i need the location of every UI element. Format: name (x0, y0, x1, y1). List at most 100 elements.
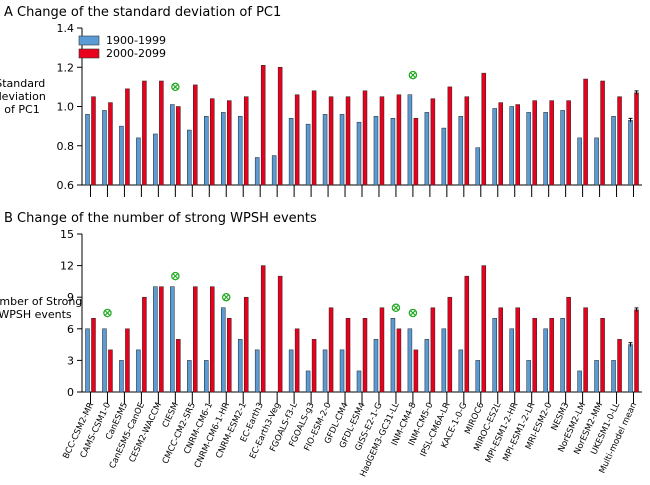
panel-b-y-tick-label: 3 (67, 354, 74, 367)
panel-a-ylabel-line3: of PC1 (4, 103, 39, 116)
bar-b-1900-1999-noresm2-mm (594, 360, 599, 393)
bar-b-1900-1999-cams-csm1-0 (102, 328, 107, 393)
legend-label-1900-1999: 1900-1999 (106, 34, 166, 47)
bar-a-1900-1999-bcc-csm2-mr (85, 114, 90, 186)
panel-a-y-tick-label: 1.4 (57, 22, 75, 35)
bar-a-1900-1999-noresm2-lm (577, 137, 582, 186)
bar-b-2000-2099-mpi-esm1-2-hr (515, 307, 520, 393)
panel-b-y-tick-label: 15 (60, 228, 74, 241)
bar-a-1900-1999-canesm5-canoe (136, 137, 141, 186)
legend-label-2000-2099: 2000-2099 (106, 47, 166, 60)
bar-a-2000-2099-kace-1-0-g (464, 96, 470, 186)
marker-cross (172, 84, 178, 90)
bar-b-1900-1999-ciesm (170, 286, 175, 393)
bar-b-2000-2099-mpi-esm1-2-lr (532, 318, 537, 393)
bar-a-1900-1999-cesm2-waccm (153, 133, 158, 186)
marker-cross (104, 310, 111, 316)
panel-a-y-tick-label: 1.2 (57, 61, 75, 74)
bar-a-1900-1999-cnrm-cm6-1 (204, 116, 209, 186)
bar-b-1900-1999-inm-cm5-0 (424, 339, 430, 393)
bar-a-1900-1999-ciesm (170, 104, 175, 186)
panel-a-title: A Change of the standard deviation of PC… (4, 5, 281, 20)
bar-b-2000-2099-inm-cm5-0 (430, 307, 436, 393)
bar-a-2000-2099-ec-earth3 (260, 65, 266, 186)
bar-a-2000-2099-ec-earth3-veg (277, 67, 283, 186)
bar-b-2000-2099-ukesm1-0-ll (617, 339, 622, 393)
panel-a-ylabel-line2: deviation (0, 90, 46, 103)
marker-icon-b-hadgem3-gc31-ll (391, 303, 401, 312)
bar-a-2000-2099-cnrm-cm6-1 (210, 98, 215, 186)
bar-b-1900-1999-cnrm-cm6-1 (204, 360, 209, 393)
marker-circle (391, 303, 401, 312)
bar-b-1900-1999-canesm5-canoe (136, 349, 141, 393)
bar-b-1900-1999-cnrm-cm6-1-hr (220, 307, 226, 393)
bar-a-1900-1999-noresm2-mm (594, 137, 599, 186)
bar-b-1900-1999-cmcc-cm2-sr5 (187, 360, 192, 393)
bar-a-2000-2099-cmcc-cm2-sr5 (193, 84, 198, 186)
bar-a-1900-1999-ipsl-cm6a-lr (441, 127, 447, 186)
bar-b-1900-1999-miroc-es2l (492, 318, 498, 393)
bar-a-2000-2099-mpi-esm1-2-hr (515, 104, 520, 186)
bar-a-2000-2099-giss-e2-1-g (379, 96, 385, 186)
bar-b-2000-2099-fio-esm-2-0 (328, 307, 334, 393)
marker-cross (410, 310, 416, 316)
bar-a-1900-1999-giss-e2-1-g (373, 116, 379, 186)
bar-b-2000-2099-noresm2-lm (583, 307, 588, 393)
panel-b-y-tick-label: 6 (67, 323, 74, 336)
bar-a-2000-2099-miroc6 (481, 72, 487, 186)
bar-a-1900-1999-mpi-esm1-2-hr (509, 106, 514, 186)
bar-a-2000-2099-fio-esm-2-0 (328, 96, 334, 186)
bar-b-1900-1999-gfdl-cm4 (339, 349, 345, 393)
panel-a-legend: 1900-1999 2000-2099 (78, 34, 166, 60)
bar-b-1900-1999-cnrm-esm2-1 (237, 339, 243, 393)
panel-b-ylabel: Number of Strong WPSH events (0, 295, 86, 321)
bar-a-2000-2099-cnrm-esm2-1 (243, 96, 249, 186)
marker-cross (223, 294, 229, 300)
bar-b-1900-1999-nesm3 (560, 318, 565, 393)
bar-b-2000-2099-ciesm (176, 339, 181, 393)
marker-circle (221, 292, 231, 302)
marker-circle (171, 82, 180, 92)
marker-circle (171, 271, 180, 281)
marker-circle (103, 308, 112, 318)
panel-b-ylabel-line2: WPSH events (0, 308, 72, 321)
bar-b-2000-2099-cnrm-cm6-1-hr (226, 318, 232, 393)
bar-a-1900-1999-cnrm-cm6-1-hr (220, 112, 226, 186)
bar-b-2000-2099-kace-1-0-g (464, 275, 470, 393)
marker-circle (408, 70, 418, 80)
bar-b-1900-1999-mpi-esm1-2-lr (526, 360, 531, 393)
panel-b-y-tick-label: 12 (60, 260, 74, 273)
bar-a-2000-2099-gfdl-esm4 (362, 90, 368, 186)
bar-a-2000-2099-noresm2-mm (600, 80, 605, 186)
bar-a-1900-1999-ukesm1-0-ll (611, 116, 616, 186)
panel-a-ylabel: Standard deviation of PC1 (0, 77, 49, 116)
bar-a-1900-1999-cnrm-esm2-1 (237, 116, 243, 186)
marker-icon-b-cnrm-cm6-1-hr (221, 292, 231, 302)
bar-b-2000-2099-fgoals-g3 (311, 339, 317, 393)
bar-a-2000-2099-ukesm1-0-ll (617, 96, 622, 186)
bar-a-2000-2099-miroc-es2l (498, 102, 504, 186)
bar-b-1900-1999-mpi-esm1-2-hr (509, 328, 514, 393)
bar-a-1900-1999-kace-1-0-g (458, 116, 464, 186)
bar-a-2000-2099-mpi-esm1-2-lr (532, 100, 537, 186)
bar-a-1900-1999-fio-esm-2-0 (322, 114, 328, 186)
panel-a-plot: 0.6 0.8 1.0 1.2 1.4 (57, 22, 642, 197)
bar-b-2000-2099-nesm3 (566, 296, 571, 393)
bar-b-2000-2099-gfdl-esm4 (362, 318, 368, 393)
bar-a-2000-2099-fgoals-f3-l (294, 94, 300, 186)
category-labels: BCC-CSM2-MRCAMS-CSM1-0CanESM5CanESM5-Can… (61, 401, 639, 479)
bar-b-1900-1999-noresm2-lm (577, 370, 582, 393)
bar-a-2000-2099-bcc-csm2-mr (91, 96, 96, 186)
bar-a-2000-2099-mri-esm2-0 (549, 100, 554, 186)
bar-a-1900-1999-canesm5 (119, 125, 124, 186)
bar-a-1900-1999-cams-csm1-0 (102, 110, 107, 186)
marker-cross (393, 305, 399, 311)
bar-a-1900-1999-hadgem3-gc31-ll (390, 118, 396, 186)
bar-a-1900-1999-inm-cm4-8 (407, 94, 413, 186)
marker-icon-a-inm-cm4-8 (408, 70, 418, 80)
bar-a-2000-2099-ipsl-cm6a-lr (447, 86, 453, 186)
panel-b-y-tick-label: 9 (67, 291, 74, 304)
bar-b-2000-2099-cnrm-cm6-1 (210, 286, 215, 393)
legend-swatch-1900-1999 (78, 35, 100, 46)
